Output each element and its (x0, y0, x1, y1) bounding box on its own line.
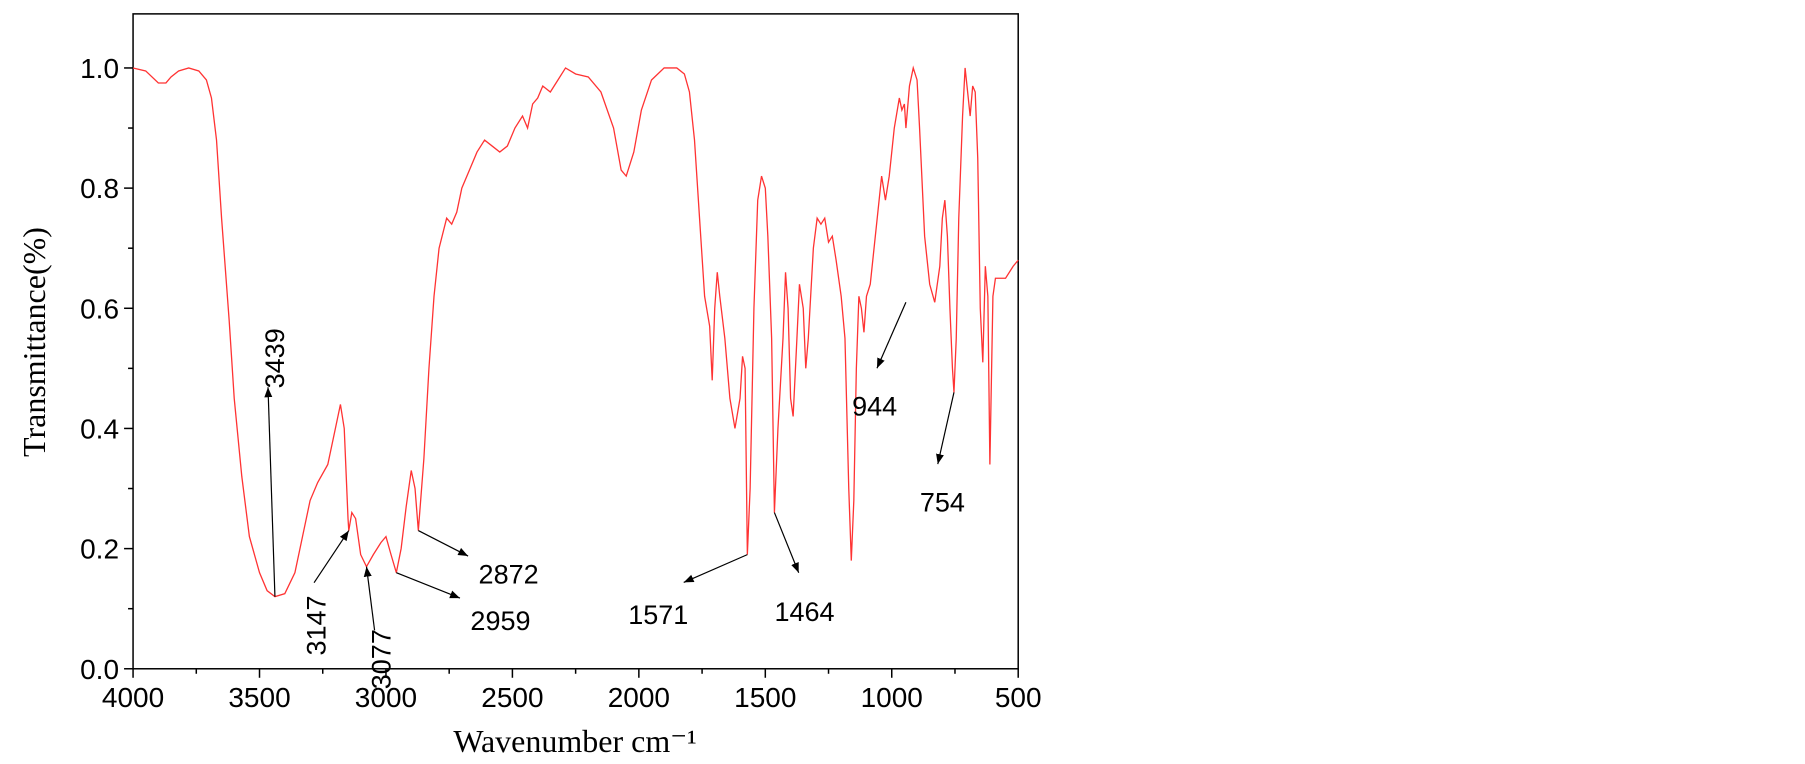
x-tick-label: 2000 (608, 682, 670, 713)
annotation-label: 3147 (301, 595, 331, 655)
annotation-label: 1571 (628, 600, 688, 630)
annotation-arrow (264, 387, 276, 597)
y-tick-label: 0.8 (80, 173, 119, 204)
annotation-arrow (363, 566, 376, 631)
annotation-label: 754 (920, 487, 965, 517)
x-tick-label: 500 (995, 682, 1042, 713)
annotation-arrow (313, 530, 350, 583)
x-tick-label: 2500 (481, 682, 543, 713)
annotation-label: 2959 (470, 606, 530, 636)
annotation-arrow (396, 572, 461, 599)
x-tick-label: 4000 (102, 682, 164, 713)
x-tick-label: 3000 (355, 682, 417, 713)
annotation-arrow (936, 392, 955, 465)
x-tick-label: 1500 (734, 682, 796, 713)
annotation-label: 1464 (774, 597, 834, 627)
y-tick-label: 0.6 (80, 293, 119, 324)
annotation-label: 3439 (260, 328, 290, 388)
annotation-label: 944 (852, 391, 897, 421)
annotation-arrow (876, 302, 907, 369)
annotation-label: 2872 (479, 560, 539, 590)
y-tick-label: 0.2 (80, 534, 119, 565)
x-axis-title: Wavenumber cm⁻¹ (453, 723, 696, 759)
y-axis-title: Transmittance(%) (16, 227, 52, 457)
annotation-arrow (418, 530, 469, 557)
y-tick-label: 0.4 (80, 413, 119, 444)
annotation-arrow (683, 554, 748, 583)
y-tick-label: 1.0 (80, 53, 119, 84)
annotation-arrow (773, 512, 800, 573)
x-tick-label: 1000 (861, 682, 923, 713)
annotation-label: 3077 (367, 629, 397, 689)
y-tick-label: 0.0 (80, 654, 119, 685)
x-tick-label: 3500 (228, 682, 290, 713)
